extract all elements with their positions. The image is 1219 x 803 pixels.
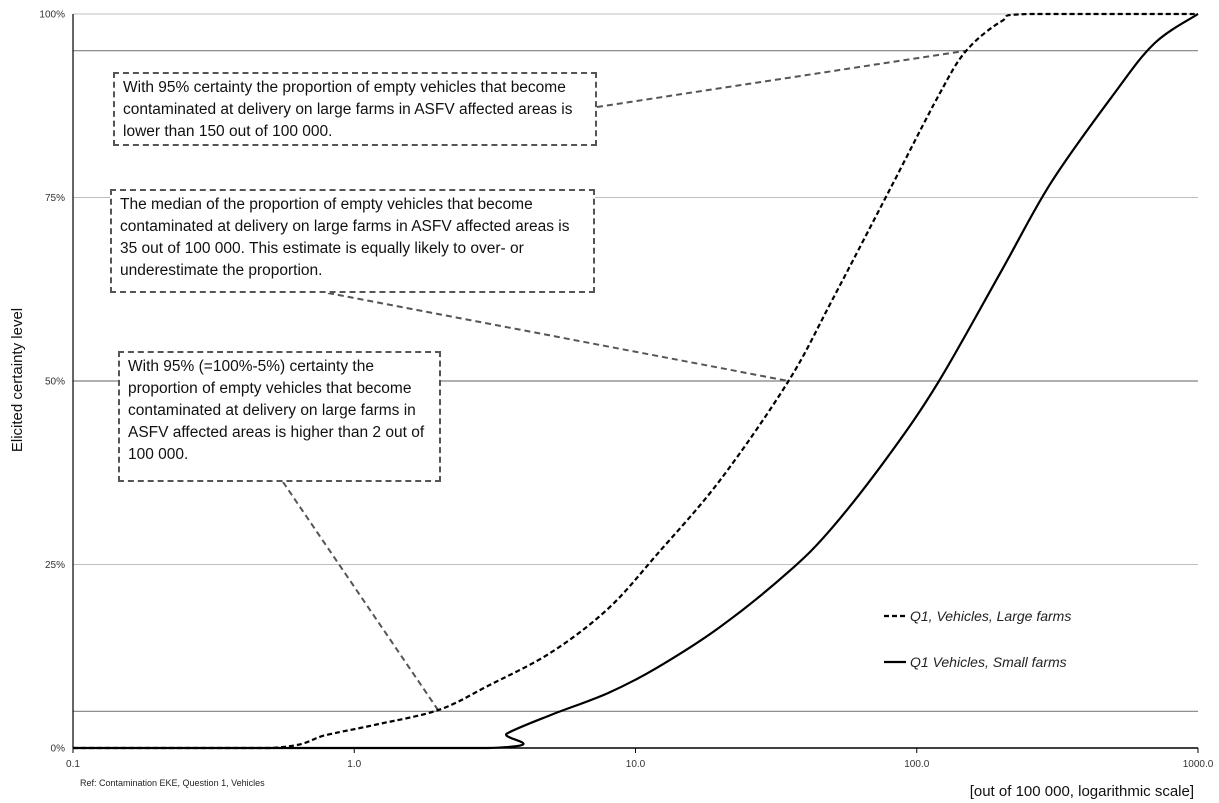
legend: Q1, Vehicles, Large farms Q1 Vehicles, Sm…	[884, 608, 1071, 670]
legend-label: Q1 Vehicles, Small farms	[910, 654, 1067, 670]
annotation-leader-line	[327, 292, 789, 382]
x-axis-label: [out of 100 000, logarithmic scale]	[970, 783, 1194, 800]
annotation-leaders	[282, 49, 967, 712]
x-tick-label: 10.0	[626, 759, 646, 770]
y-tick-label: 100%	[39, 10, 65, 21]
footnote: Ref: Contamination EKE, Question 1, Vehi…	[80, 778, 265, 788]
annotation-leader-line	[282, 481, 440, 712]
annotation-median: The median of the proportion of empty ve…	[110, 189, 595, 293]
series-line-small-farms	[72, 13, 1199, 750]
y-axis-label: Elicited certainty level	[9, 308, 26, 452]
legend-label: Q1, Vehicles, Large farms	[910, 608, 1071, 624]
annotation-upper-95: With 95% certainty the proportion of emp…	[113, 72, 597, 146]
x-tick-label: 1.0	[347, 759, 361, 770]
x-tick-label: 0.1	[66, 759, 80, 770]
x-tick-label: 1000.0	[1183, 759, 1214, 770]
annotation-lower-5: With 95% (=100%-5%) certainty the propor…	[118, 351, 441, 482]
x-tick-label: 100.0	[904, 759, 929, 770]
series-lines	[72, 12, 1199, 750]
series-line-large-farms	[72, 12, 1198, 750]
y-tick-label: 0%	[51, 744, 66, 755]
annotation-leader-line	[596, 49, 967, 108]
y-tick-label: 25%	[45, 560, 65, 571]
axes: 0% 25% 50% 75% 100% 0.1 1.0 10.0 100.0 1000.0	[39, 10, 1213, 771]
y-tick-label: 75%	[45, 193, 65, 204]
y-tick-label: 50%	[45, 377, 65, 388]
